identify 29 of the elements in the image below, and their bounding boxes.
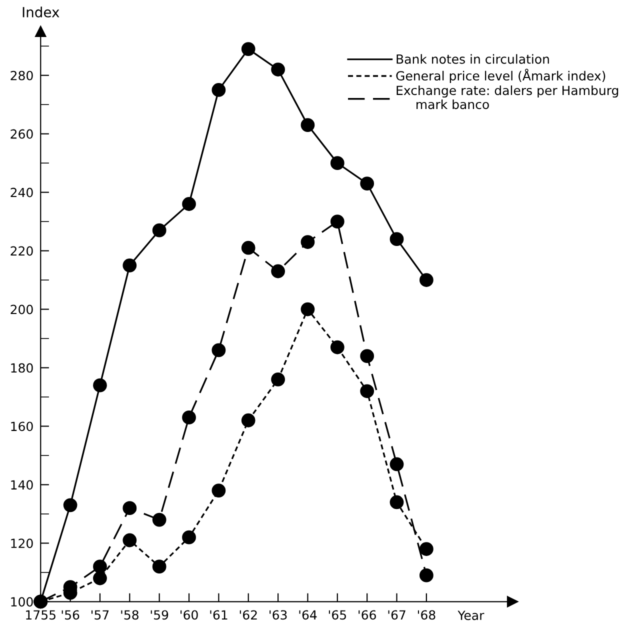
x-tick-label: '66 — [358, 610, 376, 620]
x-tick-label: '63 — [270, 610, 287, 620]
y-tick-label: 200 — [10, 304, 33, 314]
y-axis-title: Index — [22, 6, 60, 18]
x-tick-label: '61 — [210, 610, 228, 620]
y-tick-label: 120 — [11, 538, 33, 548]
y-tick-label: 140 — [11, 480, 33, 490]
y-tick-label: 280 — [10, 70, 33, 80]
legend-label: Exchange rate: dalers per Hamburg mark banco — [396, 85, 618, 110]
legend-label: Bank notes in circulation — [396, 54, 549, 64]
x-tick-label: '59 — [150, 610, 168, 620]
y-tick-label: 220 — [10, 246, 33, 256]
legend-label: General price level (Åmark index) — [396, 68, 606, 83]
x-tick-label: '60 — [180, 610, 198, 620]
x-tick-label: '62 — [240, 610, 257, 620]
y-tick-label: 180 — [11, 363, 33, 373]
x-tick-label: '65 — [328, 610, 346, 620]
x-tick-label: 1755 — [26, 610, 56, 620]
x-tick-label: '68 — [418, 610, 436, 620]
x-tick-label: '56 — [62, 610, 80, 620]
y-tick-label: 100 — [11, 597, 33, 607]
x-tick-label: '57 — [92, 610, 109, 620]
y-tick-label: 260 — [10, 129, 33, 139]
x-tick-label: '67 — [388, 610, 406, 620]
y-tick-label: 160 — [11, 422, 33, 432]
x-axis-title: Year — [458, 610, 484, 620]
x-tick-label: '64 — [299, 610, 317, 620]
y-tick-label: 240 — [10, 188, 33, 198]
x-tick-label: '58 — [121, 610, 138, 620]
